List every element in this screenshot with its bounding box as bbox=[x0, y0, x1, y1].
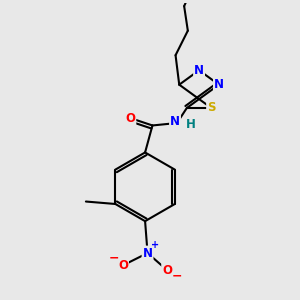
Text: O: O bbox=[162, 264, 172, 277]
Text: +: + bbox=[151, 240, 160, 250]
Text: N: N bbox=[194, 64, 204, 77]
Text: −: − bbox=[171, 269, 182, 282]
Text: N: N bbox=[170, 115, 180, 128]
Text: S: S bbox=[207, 101, 216, 115]
Text: O: O bbox=[118, 259, 128, 272]
Text: N: N bbox=[214, 78, 224, 91]
Text: H: H bbox=[185, 118, 195, 131]
Text: N: N bbox=[142, 247, 152, 260]
Text: O: O bbox=[125, 112, 135, 124]
Text: −: − bbox=[108, 252, 119, 265]
